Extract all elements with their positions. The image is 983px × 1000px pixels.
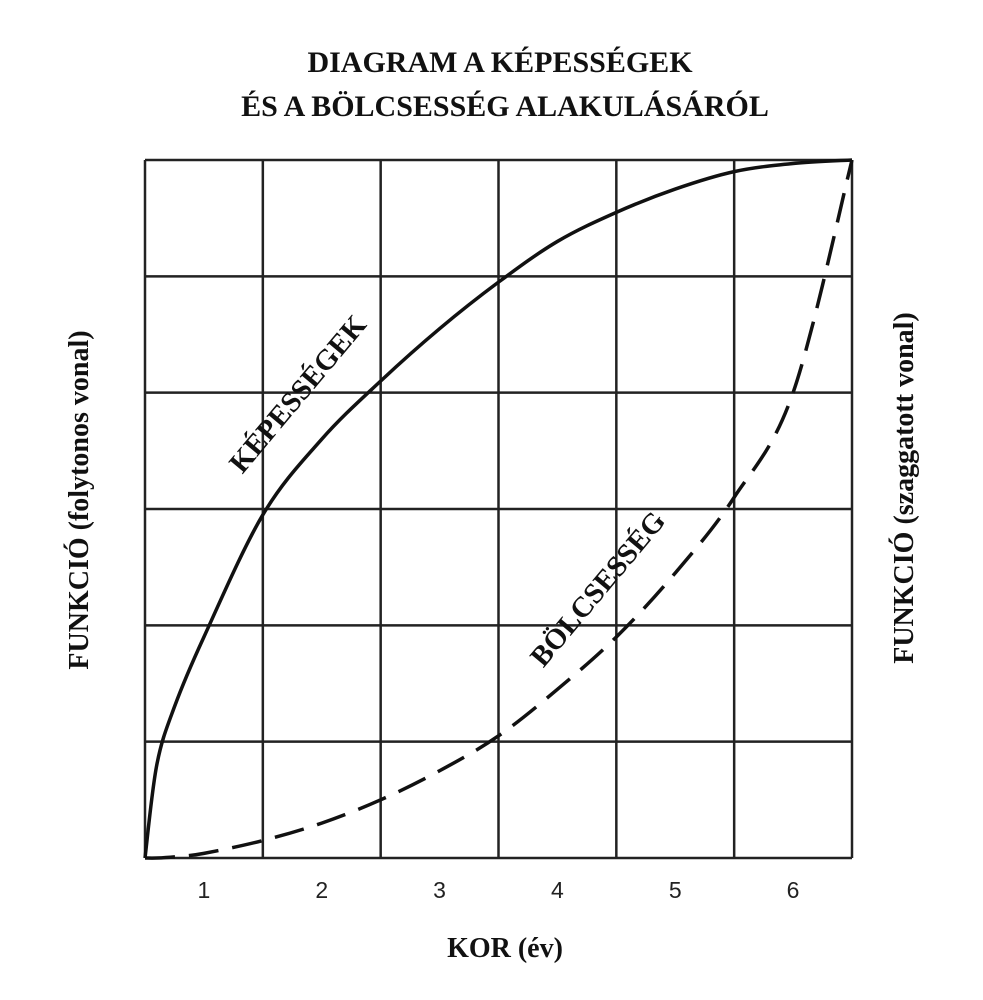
x-axis-label: KOR (év) <box>447 933 563 964</box>
y-axis-label: FUNKCIÓ (folytonos vonal) <box>64 330 95 669</box>
line-series <box>144 159 854 860</box>
x-tick-label: 6 <box>787 877 800 903</box>
x-tick-label: 1 <box>198 877 211 903</box>
x-tick-label: 3 <box>433 877 446 903</box>
x-tick-label: 4 <box>551 877 564 903</box>
x-tick-label: 2 <box>315 877 328 903</box>
chart-title: DIAGRAM A KÉPESSÉGEK <box>307 46 693 79</box>
y2-axis-label: FUNKCIÓ (szaggatott vonal) <box>889 312 920 664</box>
line-series <box>143 158 853 859</box>
chart-title: ÉS A BÖLCSESSÉG ALAKULÁSÁRÓL <box>241 90 769 123</box>
series-label: BÖLCSESSÉG <box>523 505 672 673</box>
x-tick-label: 5 <box>669 877 682 903</box>
